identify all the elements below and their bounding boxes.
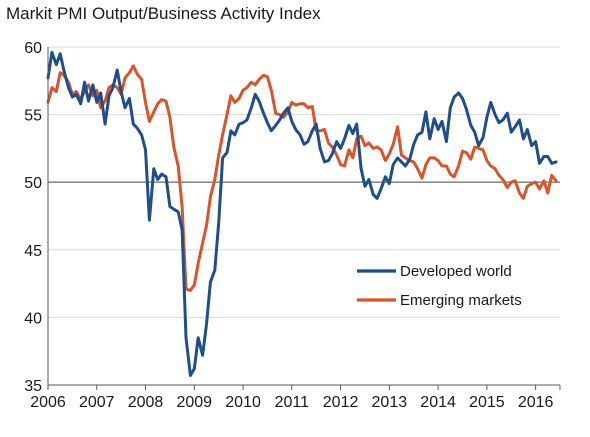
legend-label: Developed world [400, 263, 512, 280]
x-tick-label: 2006 [30, 394, 66, 411]
series-line-developed-world [46, 50, 558, 377]
series-group [46, 50, 558, 377]
x-tick-label: 2015 [469, 394, 505, 411]
y-tick-label: 35 [24, 378, 42, 395]
x-tick-label: 2012 [323, 394, 359, 411]
chart-title: Markit PMI Output/Business Activity Inde… [6, 4, 321, 23]
axes: 35 40 45 50 55 60 2006 2007 2008 2009 2010 2011 2012… [24, 40, 561, 411]
legend-item-emerging-markets: Emerging markets [357, 292, 522, 309]
x-tick-label: 2016 [518, 394, 554, 411]
x-tick-label: 2008 [128, 394, 164, 411]
x-tick-label: 2007 [79, 394, 115, 411]
y-tick-label: 40 [24, 310, 42, 327]
legend-item-developed-world: Developed world [357, 263, 512, 280]
x-tick-label: 2011 [275, 394, 310, 411]
y-tick-label: 50 [24, 175, 42, 192]
x-tick-label: 2009 [176, 394, 212, 411]
y-tick-label: 60 [24, 40, 42, 57]
x-tick-label: 2013 [372, 394, 408, 411]
series-line-emerging-markets [46, 64, 558, 292]
y-tick-label: 55 [24, 108, 42, 125]
legend: Developed world Emerging markets [357, 263, 522, 309]
gridlines [48, 46, 560, 386]
legend-label: Emerging markets [400, 292, 522, 309]
x-tick-label: 2010 [225, 394, 261, 411]
x-tick-label: 2014 [420, 394, 456, 411]
y-tick-label: 45 [24, 243, 42, 260]
